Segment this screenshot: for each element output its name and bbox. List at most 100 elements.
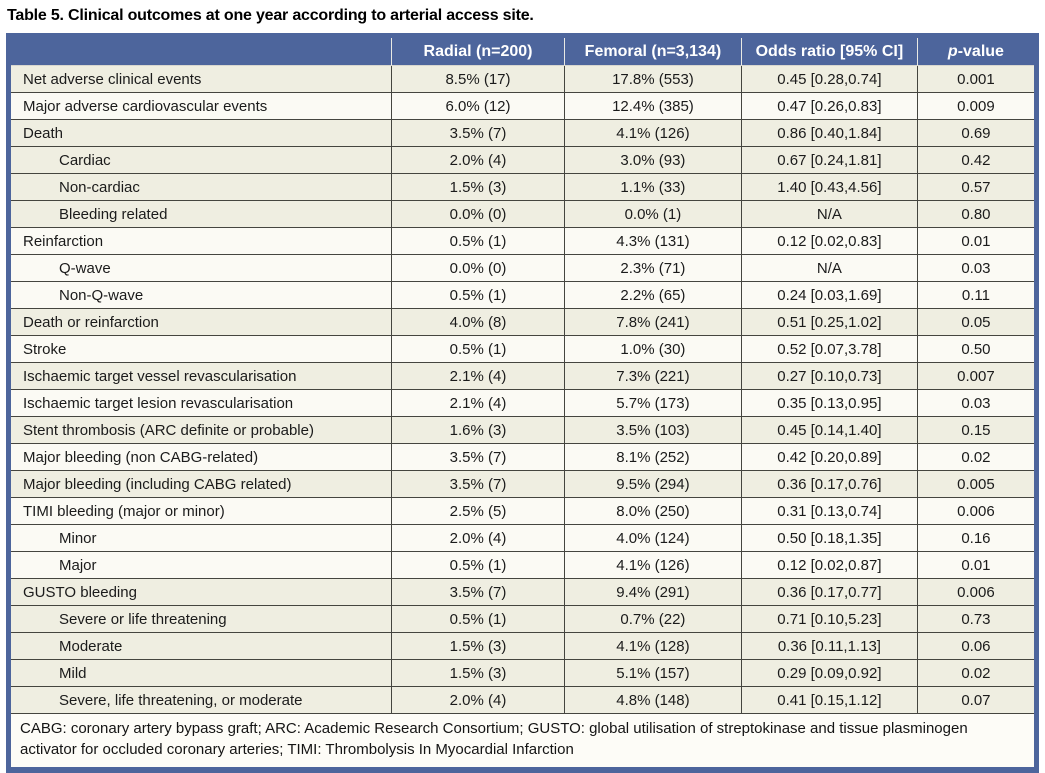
p-value: 0.02 <box>916 659 1034 687</box>
radial-value: 0.0% (0) <box>391 254 565 282</box>
table-row: TIMI bleeding (major or minor) 2.5% (5) … <box>11 497 1034 525</box>
table-row: Death or reinfarction 4.0% (8) 7.8% (241… <box>11 308 1034 336</box>
p-value: 0.15 <box>916 416 1034 444</box>
outcome-label: Death or reinfarction <box>11 308 392 336</box>
clinical-outcomes-table: Radial (n=200) Femoral (n=3,134) Odds ra… <box>11 38 1034 713</box>
odds-ratio-value: 0.36 [0.17,0.76] <box>740 470 918 498</box>
p-value: 0.03 <box>916 389 1034 417</box>
table-row: Mild 1.5% (3) 5.1% (157) 0.29 [0.09,0.92… <box>11 659 1034 687</box>
femoral-value: 0.7% (22) <box>563 605 742 633</box>
outcome-label: Non-cardiac <box>11 173 392 201</box>
odds-ratio-value: 0.45 [0.14,1.40] <box>740 416 918 444</box>
odds-ratio-value: 0.36 [0.17,0.77] <box>740 578 918 606</box>
p-value-italic-p: p <box>947 42 958 60</box>
outcome-label: Severe or life threatening <box>11 605 392 633</box>
p-value: 0.02 <box>916 443 1034 471</box>
table-row: Q-wave 0.0% (0) 2.3% (71) N/A 0.03 <box>11 254 1034 282</box>
table-row: Stent thrombosis (ARC definite or probab… <box>11 416 1034 444</box>
col-header-odds-ratio: Odds ratio [95% CI] <box>740 38 918 66</box>
outcome-label: Mild <box>11 659 392 687</box>
outcome-label: Major bleeding (including CABG related) <box>11 470 392 498</box>
radial-value: 3.5% (7) <box>391 119 565 147</box>
radial-value: 2.1% (4) <box>391 362 565 390</box>
odds-ratio-value: 0.51 [0.25,1.02] <box>740 308 918 336</box>
p-value: 0.73 <box>916 605 1034 633</box>
radial-value: 1.5% (3) <box>391 632 565 660</box>
odds-ratio-value: 0.29 [0.09,0.92] <box>740 659 918 687</box>
p-value: 0.01 <box>916 227 1034 255</box>
femoral-value: 4.1% (126) <box>563 119 742 147</box>
radial-value: 2.0% (4) <box>391 146 565 174</box>
radial-value: 3.5% (7) <box>391 470 565 498</box>
femoral-value: 0.0% (1) <box>563 200 742 228</box>
femoral-value: 4.8% (148) <box>563 686 742 713</box>
odds-ratio-value: 0.50 [0.18,1.35] <box>740 524 918 552</box>
p-value: 0.03 <box>916 254 1034 282</box>
outcome-label: TIMI bleeding (major or minor) <box>11 497 392 525</box>
odds-ratio-value: 0.67 [0.24,1.81] <box>740 146 918 174</box>
p-value: 0.11 <box>916 281 1034 309</box>
radial-value: 0.5% (1) <box>391 605 565 633</box>
outcome-label: Severe, life threatening, or moderate <box>11 686 392 713</box>
col-header-radial: Radial (n=200) <box>391 38 565 66</box>
p-value: 0.05 <box>916 308 1034 336</box>
outcome-label: GUSTO bleeding <box>11 578 392 606</box>
radial-value: 4.0% (8) <box>391 308 565 336</box>
p-value: 0.69 <box>916 119 1034 147</box>
odds-ratio-value: 0.35 [0.13,0.95] <box>740 389 918 417</box>
p-value: 0.006 <box>916 578 1034 606</box>
radial-value: 8.5% (17) <box>391 65 565 93</box>
p-value: 0.07 <box>916 686 1034 713</box>
table-row: Death 3.5% (7) 4.1% (126) 0.86 [0.40,1.8… <box>11 119 1034 147</box>
table-row: Minor 2.0% (4) 4.0% (124) 0.50 [0.18,1.3… <box>11 524 1034 552</box>
table-row: Non-cardiac 1.5% (3) 1.1% (33) 1.40 [0.4… <box>11 173 1034 201</box>
radial-value: 1.5% (3) <box>391 659 565 687</box>
table-frame: Radial (n=200) Femoral (n=3,134) Odds ra… <box>6 33 1039 773</box>
odds-ratio-value: N/A <box>740 200 918 228</box>
outcome-label: Stent thrombosis (ARC definite or probab… <box>11 416 392 444</box>
femoral-value: 5.7% (173) <box>563 389 742 417</box>
odds-ratio-value: 0.47 [0.26,0.83] <box>740 92 918 120</box>
table-row: Ischaemic target vessel revascularisatio… <box>11 362 1034 390</box>
table-row: Stroke 0.5% (1) 1.0% (30) 0.52 [0.07,3.7… <box>11 335 1034 363</box>
radial-value: 1.5% (3) <box>391 173 565 201</box>
table-row: Major adverse cardiovascular events 6.0%… <box>11 92 1034 120</box>
radial-value: 0.5% (1) <box>391 335 565 363</box>
outcome-label: Major <box>11 551 392 579</box>
femoral-value: 2.3% (71) <box>563 254 742 282</box>
table-row: Reinfarction 0.5% (1) 4.3% (131) 0.12 [0… <box>11 227 1034 255</box>
footnote: CABG: coronary artery bypass graft; ARC:… <box>11 713 1034 767</box>
radial-value: 2.0% (4) <box>391 524 565 552</box>
odds-ratio-value: 0.45 [0.28,0.74] <box>740 65 918 93</box>
femoral-value: 3.0% (93) <box>563 146 742 174</box>
femoral-value: 7.8% (241) <box>563 308 742 336</box>
radial-value: 2.5% (5) <box>391 497 565 525</box>
outcome-label: Major adverse cardiovascular events <box>11 92 392 120</box>
outcome-label: Minor <box>11 524 392 552</box>
p-value: 0.007 <box>916 362 1034 390</box>
radial-value: 0.5% (1) <box>391 281 565 309</box>
header-row: Radial (n=200) Femoral (n=3,134) Odds ra… <box>11 38 1034 66</box>
femoral-value: 3.5% (103) <box>563 416 742 444</box>
odds-ratio-value: 0.71 [0.10,5.23] <box>740 605 918 633</box>
femoral-value: 4.0% (124) <box>563 524 742 552</box>
table-row: GUSTO bleeding 3.5% (7) 9.4% (291) 0.36 … <box>11 578 1034 606</box>
p-value: 0.57 <box>916 173 1034 201</box>
outcome-label: Non-Q-wave <box>11 281 392 309</box>
odds-ratio-value: N/A <box>740 254 918 282</box>
odds-ratio-value: 0.12 [0.02,0.87] <box>740 551 918 579</box>
p-value: 0.06 <box>916 632 1034 660</box>
odds-ratio-value: 0.41 [0.15,1.12] <box>740 686 918 713</box>
p-value: 0.005 <box>916 470 1034 498</box>
p-value: 0.42 <box>916 146 1034 174</box>
femoral-value: 8.1% (252) <box>563 443 742 471</box>
radial-value: 0.5% (1) <box>391 227 565 255</box>
table-row: Cardiac 2.0% (4) 3.0% (93) 0.67 [0.24,1.… <box>11 146 1034 174</box>
outcome-label: Net adverse clinical events <box>11 65 392 93</box>
odds-ratio-value: 1.40 [0.43,4.56] <box>740 173 918 201</box>
femoral-value: 12.4% (385) <box>563 92 742 120</box>
femoral-value: 17.8% (553) <box>563 65 742 93</box>
femoral-value: 7.3% (221) <box>563 362 742 390</box>
radial-value: 2.0% (4) <box>391 686 565 713</box>
outcome-label: Reinfarction <box>11 227 392 255</box>
